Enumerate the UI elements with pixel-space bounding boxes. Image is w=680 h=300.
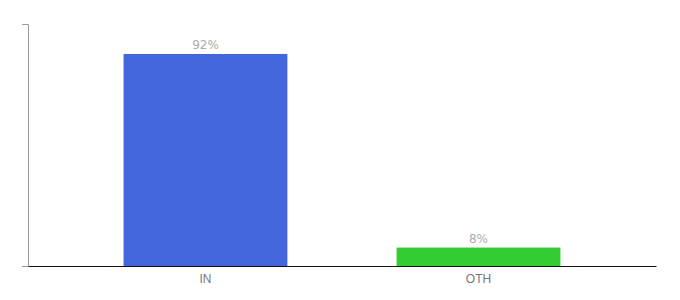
chart-svg: IN OTH 92% 8% [0, 0, 680, 300]
data-labels: 92% 8% [192, 38, 488, 246]
x-tick: IN [199, 272, 211, 286]
bar [397, 248, 561, 266]
x-tick-label: OTH [466, 272, 491, 286]
x-axis: IN OTH [29, 267, 657, 286]
x-tick-label: IN [199, 272, 211, 286]
data-label: 8% [469, 232, 488, 246]
y-axis-line [22, 25, 29, 267]
chart-container: IN OTH 92% 8% [0, 0, 680, 300]
y-axis [22, 25, 29, 267]
bars [124, 54, 561, 266]
plot-area: IN OTH 92% 8% [22, 25, 657, 286]
data-label: 92% [192, 38, 219, 52]
bar [124, 54, 288, 266]
x-tick: OTH [466, 272, 491, 286]
x-axis-line [29, 266, 657, 267]
